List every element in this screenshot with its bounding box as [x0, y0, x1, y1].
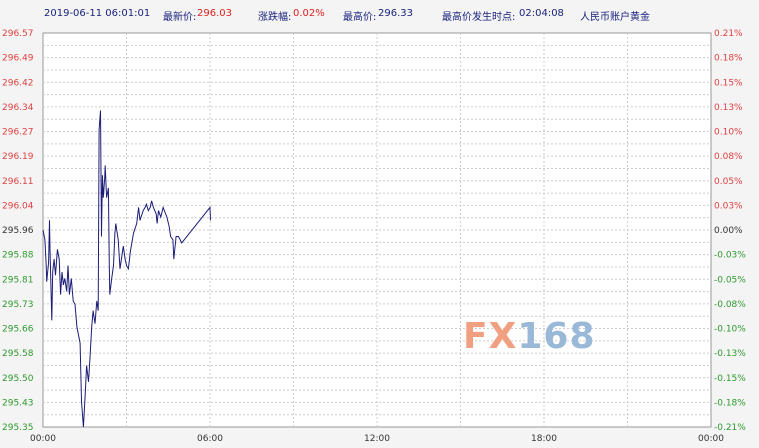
y-tick-left: 295.88 — [2, 251, 34, 261]
x-tick: 18:00 — [531, 434, 557, 444]
quote-header: 2019-06-11 06:01:01 最新价: 296.03 涨跌幅: 0.0… — [0, 8, 759, 24]
high-time-value: 02:04:08 — [519, 8, 564, 19]
y-tick-right: -0.15% — [714, 374, 746, 384]
x-tick: 12:00 — [364, 434, 390, 444]
price-line — [42, 110, 211, 428]
y-tick-left: 296.49 — [2, 54, 34, 64]
x-tick: 00:00 — [30, 434, 56, 444]
y-tick-left: 295.96 — [2, 226, 34, 236]
y-tick-right: -0.10% — [714, 325, 746, 335]
y-tick-right: -0.03% — [714, 251, 746, 261]
y-tick-left: 295.81 — [2, 275, 34, 285]
y-tick-left: 295.58 — [2, 349, 34, 359]
y-tick-right: -0.13% — [714, 349, 746, 359]
y-tick-left: 296.42 — [2, 78, 34, 88]
y-tick-right: 0.00% — [714, 226, 743, 236]
y-tick-right: -0.21% — [714, 423, 746, 433]
latest-price-value: 296.03 — [197, 8, 232, 19]
high-price-value: 296.33 — [378, 8, 413, 19]
y-tick-right: 0.13% — [714, 103, 743, 113]
y-tick-right: -0.08% — [714, 300, 746, 310]
y-tick-left: 296.27 — [2, 128, 34, 138]
y-tick-right: 0.03% — [714, 201, 743, 211]
product-name: 人民币账户黄金 — [580, 12, 650, 23]
y-tick-left: 295.66 — [2, 325, 34, 335]
y-tick-left: 296.34 — [2, 103, 34, 113]
y-tick-left: 295.50 — [2, 374, 34, 384]
y-tick-right: 0.08% — [714, 152, 743, 162]
y-tick-left: 295.43 — [2, 398, 34, 408]
high-price-label: 最高价: — [343, 12, 377, 23]
y-tick-right: 0.05% — [714, 177, 743, 187]
y-tick-right: 0.21% — [714, 29, 743, 39]
y-tick-left: 295.35 — [2, 423, 34, 433]
y-tick-right: -0.18% — [714, 398, 746, 408]
y-tick-right: 0.18% — [714, 54, 743, 64]
x-tick: 00:00 — [698, 434, 724, 444]
high-time-label: 最高价发生时点: — [442, 12, 516, 23]
y-tick-right: 0.10% — [714, 128, 743, 138]
change-value: 0.02% — [293, 8, 325, 19]
y-tick-left: 296.11 — [2, 177, 34, 187]
y-tick-right: -0.05% — [714, 275, 746, 285]
y-tick-left: 296.57 — [2, 29, 34, 39]
y-tick-left: 296.19 — [2, 152, 34, 162]
y-tick-left: 296.04 — [2, 201, 34, 211]
change-label: 涨跌幅: — [258, 12, 292, 23]
fx168-watermark-logo: FX168 — [463, 316, 596, 357]
y-tick-right: 0.15% — [714, 78, 743, 88]
x-tick: 06:00 — [197, 434, 223, 444]
latest-price-label: 最新价: — [163, 12, 197, 23]
y-tick-left: 295.73 — [2, 300, 34, 310]
quote-datetime: 2019-06-11 06:01:01 — [44, 8, 151, 19]
